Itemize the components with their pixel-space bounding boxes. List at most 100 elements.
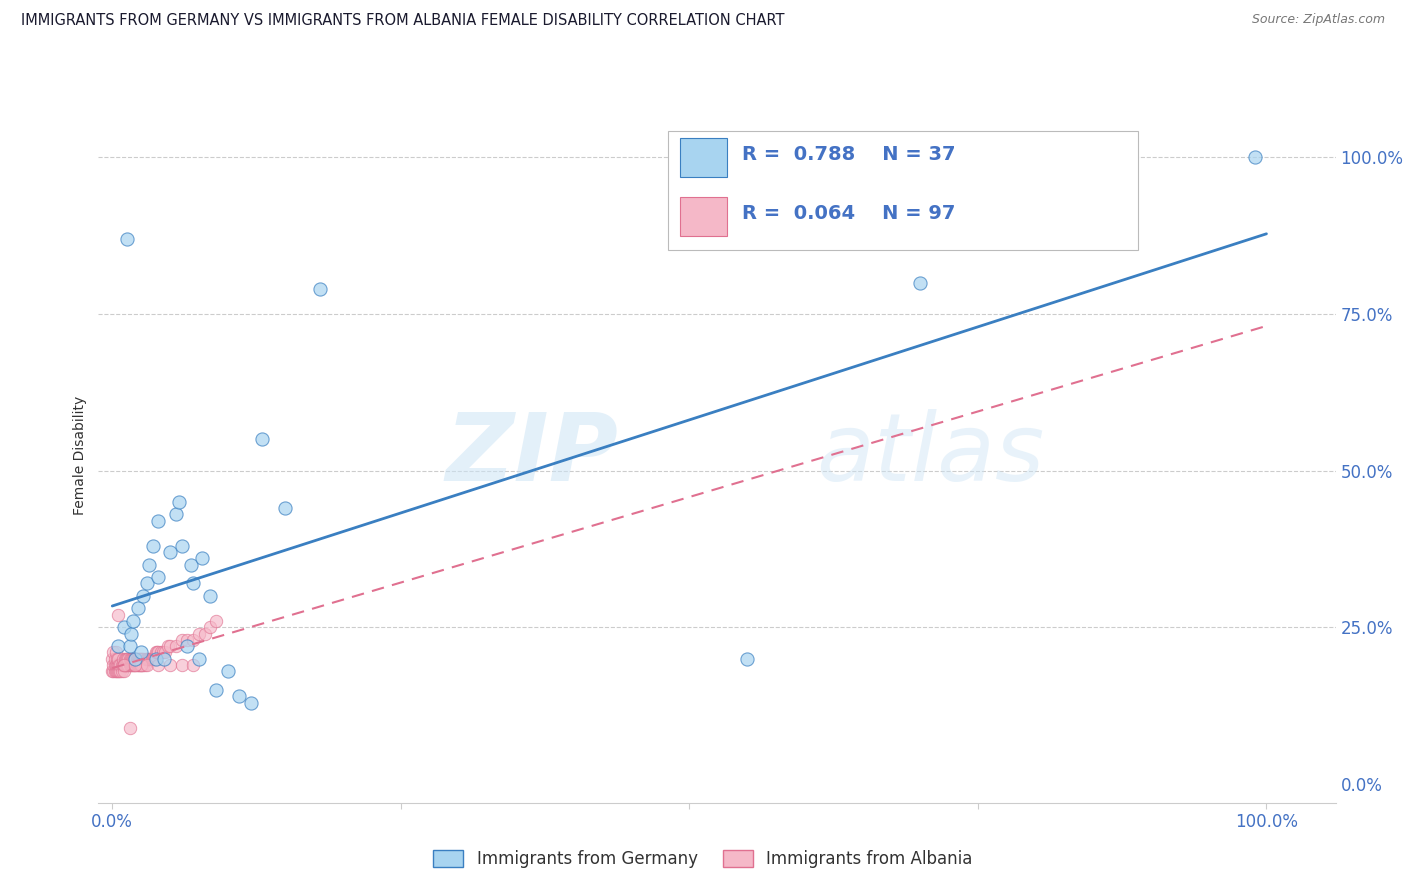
Point bbox=[118, 639, 141, 653]
Point bbox=[129, 657, 152, 672]
Point bbox=[132, 589, 155, 603]
Point bbox=[146, 645, 169, 659]
Point bbox=[114, 651, 136, 665]
Text: atlas: atlas bbox=[815, 409, 1045, 500]
Point bbox=[117, 657, 139, 672]
Point bbox=[107, 639, 129, 653]
Point bbox=[135, 651, 157, 665]
Point bbox=[170, 657, 193, 672]
Point bbox=[117, 232, 139, 246]
Point bbox=[131, 657, 153, 672]
Point bbox=[145, 645, 167, 659]
Point bbox=[115, 651, 138, 665]
Point bbox=[107, 664, 129, 678]
Text: R =  0.788    N = 37: R = 0.788 N = 37 bbox=[742, 145, 955, 164]
Point bbox=[111, 651, 134, 665]
Point bbox=[181, 576, 204, 591]
Point bbox=[132, 651, 155, 665]
Point bbox=[108, 657, 131, 672]
Point bbox=[112, 657, 135, 672]
Point bbox=[135, 651, 157, 665]
Point bbox=[125, 657, 148, 672]
Point bbox=[138, 558, 160, 572]
Point bbox=[114, 657, 136, 672]
Point bbox=[200, 589, 222, 603]
Point bbox=[103, 645, 125, 659]
Point bbox=[139, 651, 162, 665]
Point bbox=[217, 664, 239, 678]
Point bbox=[108, 664, 131, 678]
Bar bbox=[681, 138, 727, 177]
Point bbox=[181, 632, 204, 647]
Point bbox=[110, 657, 132, 672]
Point bbox=[228, 690, 250, 704]
Point bbox=[170, 632, 193, 647]
Point bbox=[124, 651, 146, 665]
Point bbox=[143, 651, 166, 665]
Point bbox=[153, 651, 176, 665]
Point bbox=[205, 683, 228, 698]
Point bbox=[129, 657, 152, 672]
Point bbox=[148, 657, 170, 672]
Point bbox=[129, 651, 152, 665]
Point bbox=[187, 626, 209, 640]
Point bbox=[101, 664, 124, 678]
Point bbox=[131, 651, 153, 665]
Point bbox=[112, 620, 135, 634]
Point bbox=[112, 664, 135, 678]
Point bbox=[180, 558, 202, 572]
Point bbox=[145, 651, 167, 665]
Point bbox=[138, 651, 160, 665]
Point bbox=[159, 639, 181, 653]
Point bbox=[105, 651, 128, 665]
Point bbox=[142, 651, 165, 665]
Point bbox=[124, 651, 146, 665]
Point bbox=[176, 639, 198, 653]
Point bbox=[127, 651, 149, 665]
Point bbox=[101, 651, 124, 665]
Point bbox=[142, 651, 165, 665]
Point bbox=[135, 657, 157, 672]
Point bbox=[176, 632, 198, 647]
Point bbox=[191, 551, 214, 566]
Point bbox=[239, 696, 262, 710]
Point bbox=[159, 545, 181, 559]
Point bbox=[735, 651, 758, 665]
Point bbox=[252, 432, 274, 446]
Point bbox=[132, 657, 155, 672]
Point bbox=[181, 657, 204, 672]
Point bbox=[274, 501, 297, 516]
Point bbox=[110, 664, 132, 678]
Point bbox=[118, 657, 141, 672]
Point bbox=[115, 657, 138, 672]
Point bbox=[908, 276, 931, 290]
Point bbox=[105, 657, 128, 672]
Point bbox=[159, 657, 181, 672]
Point bbox=[104, 657, 127, 672]
Point bbox=[110, 657, 132, 672]
Point bbox=[152, 645, 174, 659]
Point bbox=[124, 657, 146, 672]
Point bbox=[107, 657, 129, 672]
Text: Source: ZipAtlas.com: Source: ZipAtlas.com bbox=[1251, 13, 1385, 27]
FancyBboxPatch shape bbox=[668, 131, 1137, 250]
Point bbox=[122, 657, 145, 672]
Point bbox=[127, 657, 149, 672]
Point bbox=[134, 657, 156, 672]
Point bbox=[103, 664, 125, 678]
Point bbox=[103, 657, 125, 672]
Point bbox=[122, 614, 145, 628]
Point bbox=[120, 651, 142, 665]
Point bbox=[122, 651, 145, 665]
Point bbox=[107, 651, 129, 665]
Bar bbox=[681, 197, 727, 235]
Legend: Immigrants from Germany, Immigrants from Albania: Immigrants from Germany, Immigrants from… bbox=[427, 843, 979, 875]
Point bbox=[117, 651, 139, 665]
Point bbox=[128, 657, 150, 672]
Point bbox=[117, 657, 139, 672]
Point bbox=[118, 721, 141, 735]
Y-axis label: Female Disability: Female Disability bbox=[73, 395, 87, 515]
Point bbox=[187, 651, 209, 665]
Point bbox=[165, 639, 187, 653]
Text: ZIP: ZIP bbox=[446, 409, 619, 501]
